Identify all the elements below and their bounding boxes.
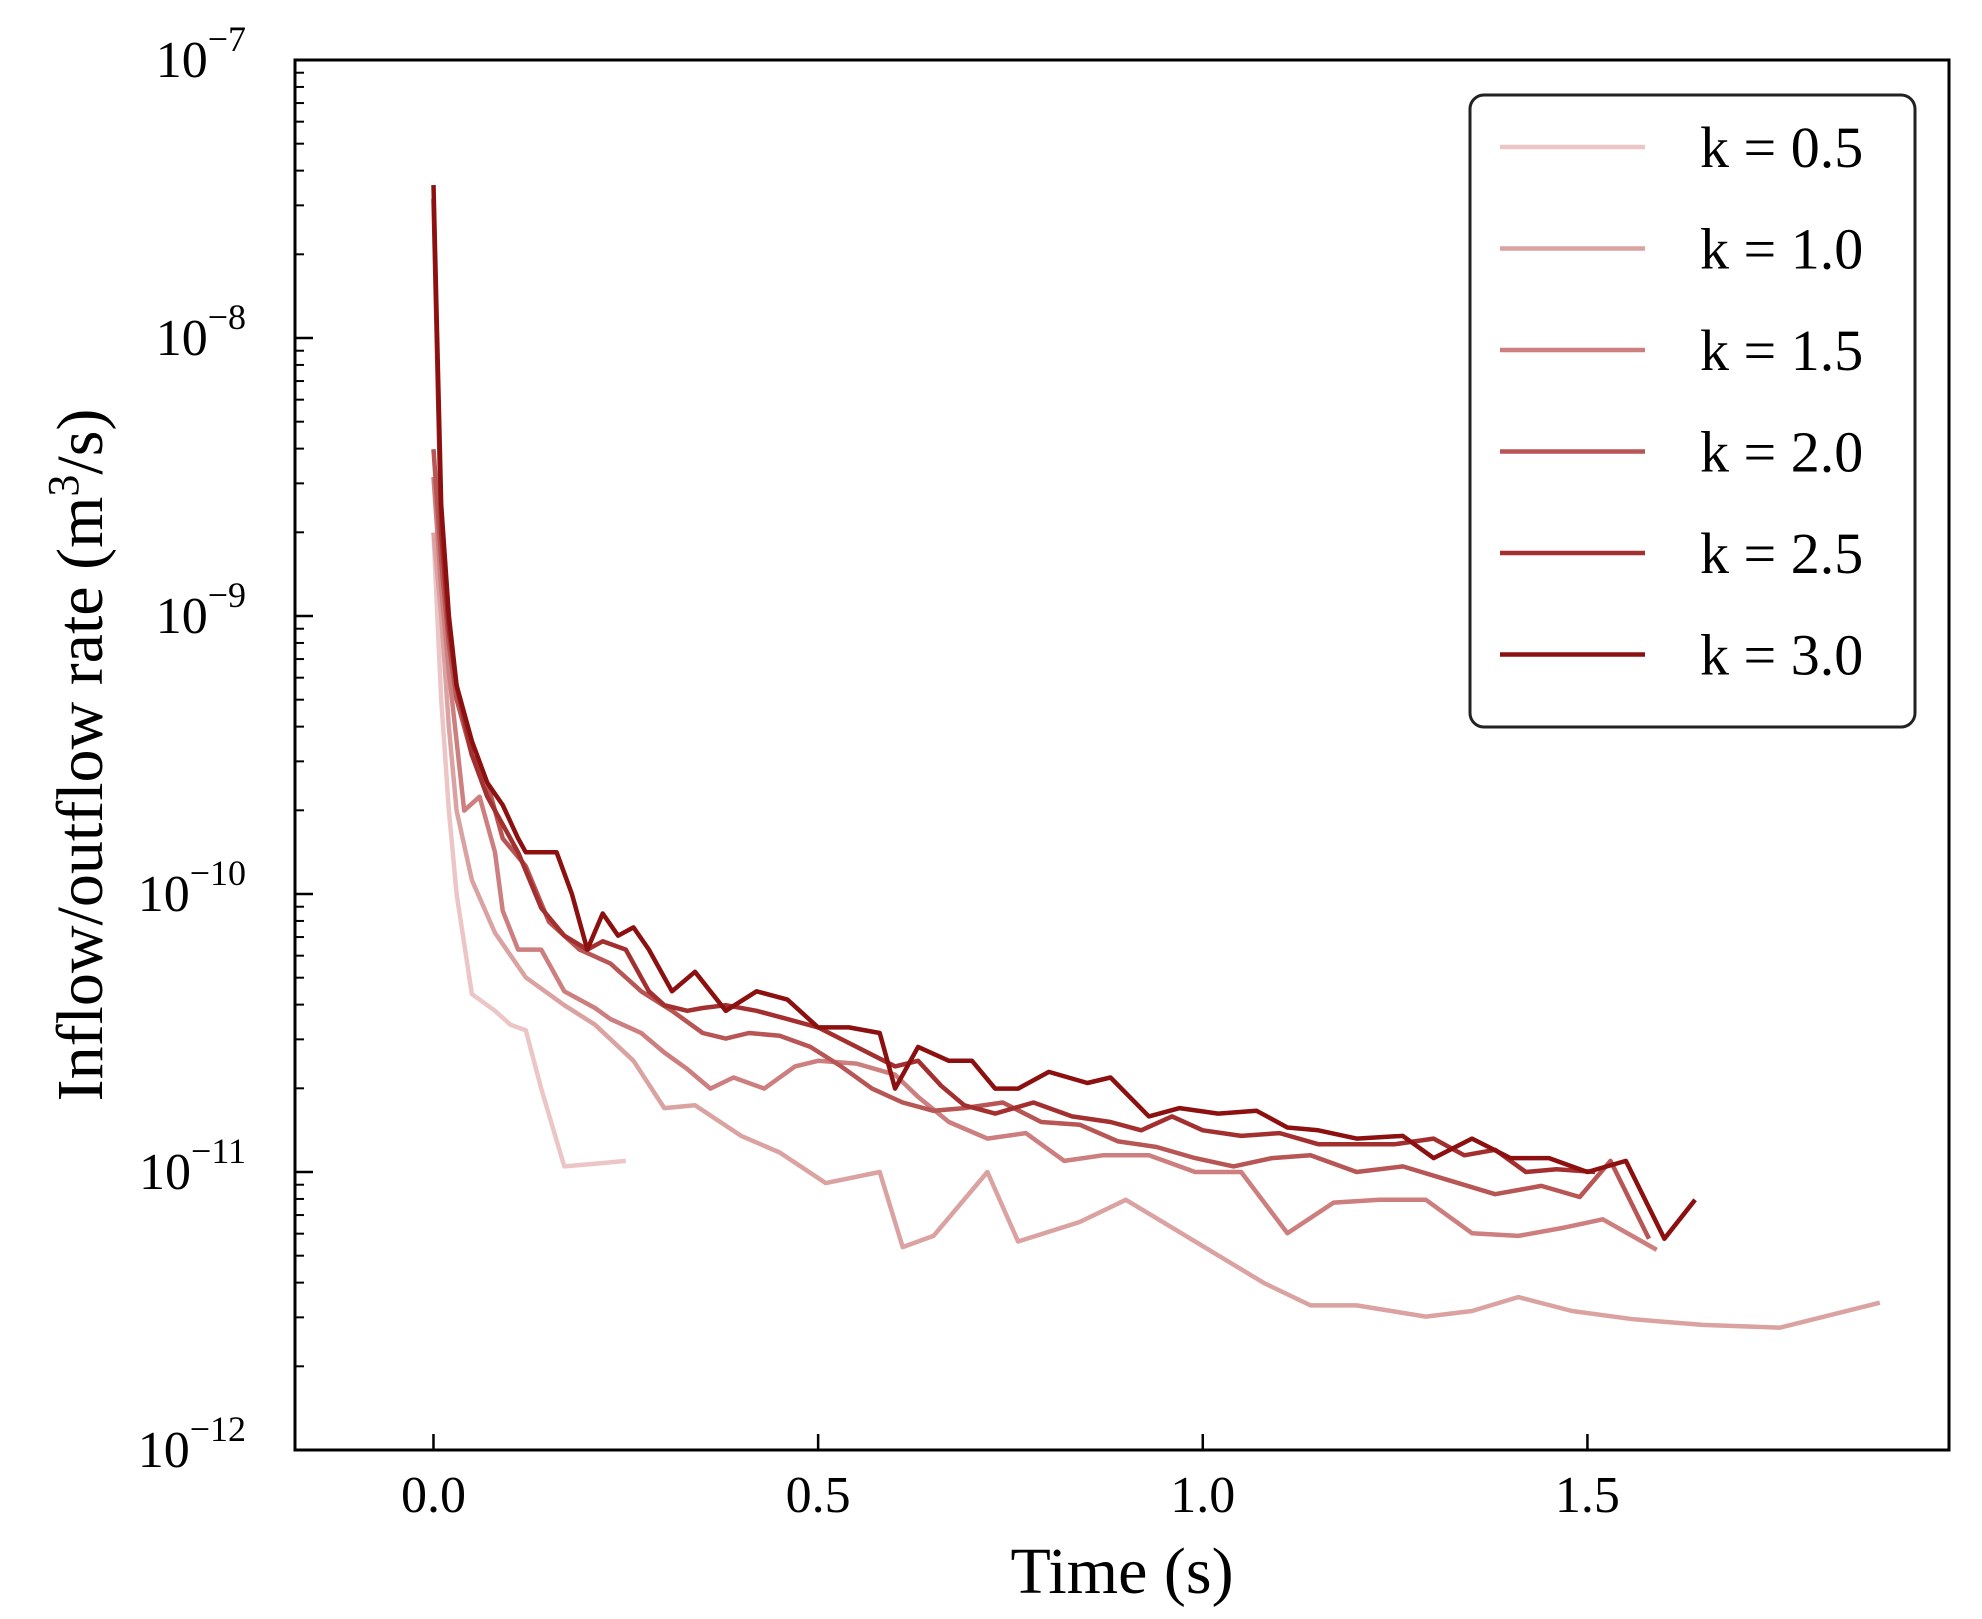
series-line-2 <box>431 476 1658 1252</box>
legend-label-1: k = 1.0 <box>1700 217 1863 282</box>
legend-frame <box>1468 93 1917 729</box>
series-line-0 <box>431 532 627 1169</box>
series-line-3 <box>431 449 1652 1240</box>
plot-frame <box>293 58 1951 1452</box>
legend-label-5: k = 3.0 <box>1700 623 1863 688</box>
y-tick-label-3: 10−9 <box>156 575 246 645</box>
y-tick-label-2: 10−10 <box>138 853 246 923</box>
y-tick-label-4: 10−8 <box>156 297 246 367</box>
x-tick-label-1: 0.5 <box>786 1467 851 1524</box>
series-layer <box>431 185 1881 1330</box>
x-axis-title: Time (s) <box>1010 1535 1233 1608</box>
y-axis-title: Inflow/outflow rate (m3/s) <box>39 409 117 1102</box>
x-tick-label-3: 1.5 <box>1555 1467 1620 1524</box>
x-tick-label-0: 0.0 <box>401 1467 466 1524</box>
y-tick-label-1: 10−11 <box>139 1131 246 1201</box>
series-line-5 <box>431 185 1697 1241</box>
legend-items: k = 0.5 k = 1.0 k = 1.5 k = 2.0 k = 2.5 k = 3… <box>1500 115 1863 688</box>
legend: k = 0.5 k = 1.0 k = 1.5 k = 2.0 k = 2.5 k = 3… <box>1468 93 1917 729</box>
legend-label-0: k = 0.5 <box>1700 115 1863 180</box>
legend-label-4: k = 2.5 <box>1700 521 1863 586</box>
y-tick-label-0: 10−12 <box>138 1409 246 1479</box>
ticks-layer: 0.0 0.5 1.0 1.5 10−12 10−11 10−10 10−9 10−8 10−7 <box>138 19 1620 1524</box>
y-tick-label-5: 10−7 <box>156 19 246 89</box>
legend-label-3: k = 2.0 <box>1700 420 1863 485</box>
legend-label-2: k = 1.5 <box>1700 318 1863 383</box>
series-line-4 <box>431 198 1596 1175</box>
x-tick-label-2: 1.0 <box>1170 1467 1235 1524</box>
series-line-1 <box>431 532 1881 1330</box>
